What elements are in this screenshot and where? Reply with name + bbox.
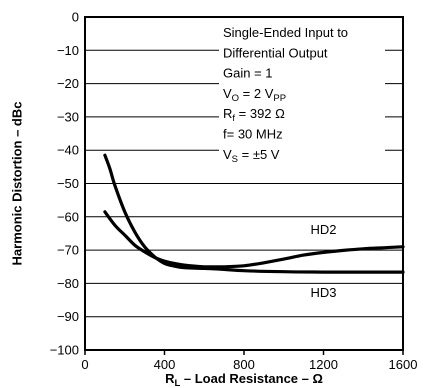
- test-conditions-annotation: Single-Ended Input to Differential Output…: [219, 22, 385, 168]
- y-tick-label: −20: [57, 76, 79, 91]
- condition-line: VS = ±5 V: [223, 147, 280, 165]
- x-tick-label: 1600: [389, 357, 418, 372]
- condition-line: f= 30 MHz: [223, 127, 283, 142]
- series-line-hd2: [103, 210, 405, 269]
- conditions-background: [219, 22, 385, 168]
- condition-line: Differential Output: [223, 45, 328, 60]
- condition-line: Gain = 1: [223, 66, 273, 81]
- series-label-hd3: HD3: [310, 285, 336, 300]
- series-group: [103, 153, 405, 274]
- condition-line: Single-Ended Input to: [223, 25, 348, 40]
- y-tick-label: −60: [57, 209, 79, 224]
- y-tick-label: −50: [57, 176, 79, 191]
- condition-line: Rf = 392 Ω: [223, 106, 285, 124]
- y-axis: 0 −10 −20 −30 −40 −50 −60 −70 −80 −90 −100: [50, 10, 79, 358]
- x-axis: 0 400 800 1200 1600: [81, 350, 417, 372]
- y-tick-label: −90: [57, 309, 79, 324]
- x-tick-label: 0: [81, 357, 88, 372]
- x-tick-label: 400: [154, 357, 176, 372]
- y-tick-label: 0: [72, 10, 79, 25]
- y-tick-label: −10: [57, 43, 79, 58]
- y-tick-label: −80: [57, 276, 79, 291]
- condition-line: VO = 2 VPP: [223, 86, 286, 104]
- x-axis-label: RL – Load Resistance – Ω: [165, 371, 323, 388]
- series-label-background: [301, 284, 346, 301]
- x-tick-label: 1200: [309, 357, 338, 372]
- series-labels: HD2 HD3: [301, 220, 346, 301]
- y-tick-label: −70: [57, 243, 79, 258]
- y-tick-label: −40: [57, 143, 79, 158]
- y-tick-label: −30: [57, 109, 79, 124]
- y-tick-label: −100: [50, 343, 79, 358]
- x-tick-label: 800: [233, 357, 255, 372]
- series-label-background: [301, 220, 346, 237]
- series-line-hd3: [103, 153, 405, 274]
- series-label-hd2: HD2: [310, 222, 336, 237]
- y-axis-label: Harmonic Distortion – dBc: [9, 102, 24, 266]
